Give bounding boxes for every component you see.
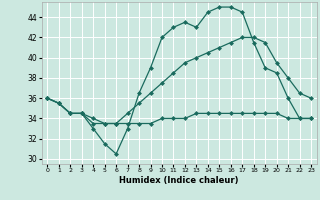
X-axis label: Humidex (Indice chaleur): Humidex (Indice chaleur): [119, 176, 239, 185]
